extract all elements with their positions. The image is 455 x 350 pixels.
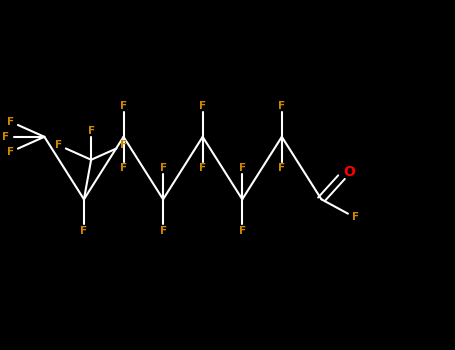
Text: F: F [120, 140, 127, 150]
Text: F: F [81, 226, 87, 236]
Text: F: F [2, 132, 9, 142]
Text: F: F [199, 163, 206, 173]
Text: F: F [120, 163, 127, 173]
Text: F: F [239, 225, 246, 236]
Text: F: F [55, 140, 62, 150]
Text: F: F [160, 163, 167, 173]
Text: F: F [353, 212, 359, 222]
Text: F: F [278, 100, 285, 111]
Text: O: O [343, 165, 354, 179]
Text: F: F [87, 126, 95, 136]
Text: F: F [120, 100, 127, 111]
Text: F: F [239, 163, 246, 173]
Text: F: F [7, 147, 14, 157]
Text: F: F [278, 163, 285, 173]
Text: F: F [160, 225, 167, 236]
Text: F: F [7, 117, 14, 127]
Text: F: F [199, 100, 206, 111]
